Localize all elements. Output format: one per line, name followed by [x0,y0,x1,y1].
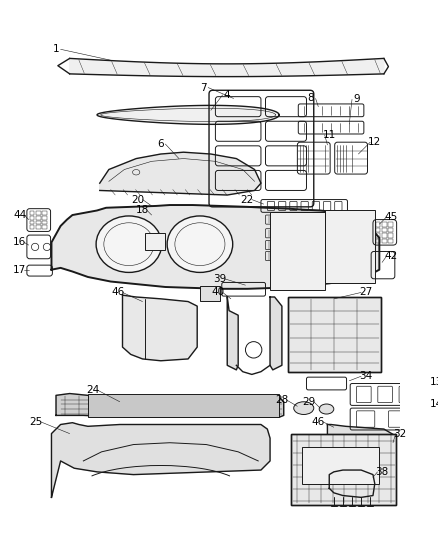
Text: 7: 7 [200,83,207,93]
Bar [288,297,381,372]
Bar [36,212,41,215]
Ellipse shape [319,404,334,414]
Bar [302,447,379,484]
Bar [270,212,325,290]
Bar [30,225,34,229]
Polygon shape [52,423,270,497]
Bar [42,221,47,224]
Ellipse shape [294,402,314,415]
Text: 8: 8 [308,93,314,103]
Text: 24: 24 [86,385,99,395]
Text: 38: 38 [375,467,389,477]
Bar [382,222,387,227]
Text: 42: 42 [385,251,398,261]
Polygon shape [270,297,282,370]
Polygon shape [100,152,261,195]
Text: 20: 20 [131,195,145,205]
Text: 25: 25 [29,417,42,427]
Bar [376,222,380,227]
Polygon shape [123,295,197,361]
Text: 39: 39 [213,274,226,284]
Bar [389,239,393,243]
Bar [291,434,396,505]
Text: 16: 16 [13,237,26,247]
Polygon shape [70,59,384,77]
Bar [36,216,41,220]
Bar [376,233,380,238]
Bar [200,286,220,301]
Bar [376,228,380,232]
Text: 28: 28 [275,395,289,405]
Bar [30,212,34,215]
Text: 32: 32 [394,429,407,439]
Bar [88,393,279,417]
Polygon shape [97,106,279,124]
Bar [376,239,380,243]
Bar [389,228,393,232]
Polygon shape [227,297,238,370]
Text: 1: 1 [53,44,59,54]
Ellipse shape [96,216,162,272]
Text: 40: 40 [212,287,225,297]
Polygon shape [328,424,395,497]
Polygon shape [329,470,375,497]
Polygon shape [56,393,284,417]
Text: 29: 29 [303,397,316,407]
Bar [382,228,387,232]
Text: 9: 9 [353,94,360,104]
Bar [325,211,375,284]
Bar [36,221,41,224]
Text: 12: 12 [368,137,381,147]
Text: 17: 17 [13,265,26,274]
Text: 4: 4 [224,90,230,100]
Bar [42,212,47,215]
Text: 27: 27 [359,287,372,297]
Bar [389,233,393,238]
Text: 22: 22 [240,195,254,205]
Bar [382,239,387,243]
Ellipse shape [167,216,233,272]
Ellipse shape [352,462,370,478]
Bar [291,434,396,505]
Text: 11: 11 [323,130,336,140]
Text: 45: 45 [385,212,398,222]
Bar [145,233,165,249]
Text: 14: 14 [430,399,438,409]
Bar [36,225,41,229]
Text: 44: 44 [13,210,26,220]
Bar [389,222,393,227]
Bar [30,216,34,220]
Bar [42,216,47,220]
Polygon shape [52,205,379,289]
Bar [288,297,381,372]
Text: 13: 13 [430,377,438,387]
Bar [42,225,47,229]
Text: 34: 34 [359,372,372,381]
Text: 6: 6 [157,139,164,149]
Text: 46: 46 [111,287,124,297]
Bar [30,221,34,224]
Bar [382,233,387,238]
Text: 46: 46 [312,417,325,427]
Text: 18: 18 [136,206,149,215]
